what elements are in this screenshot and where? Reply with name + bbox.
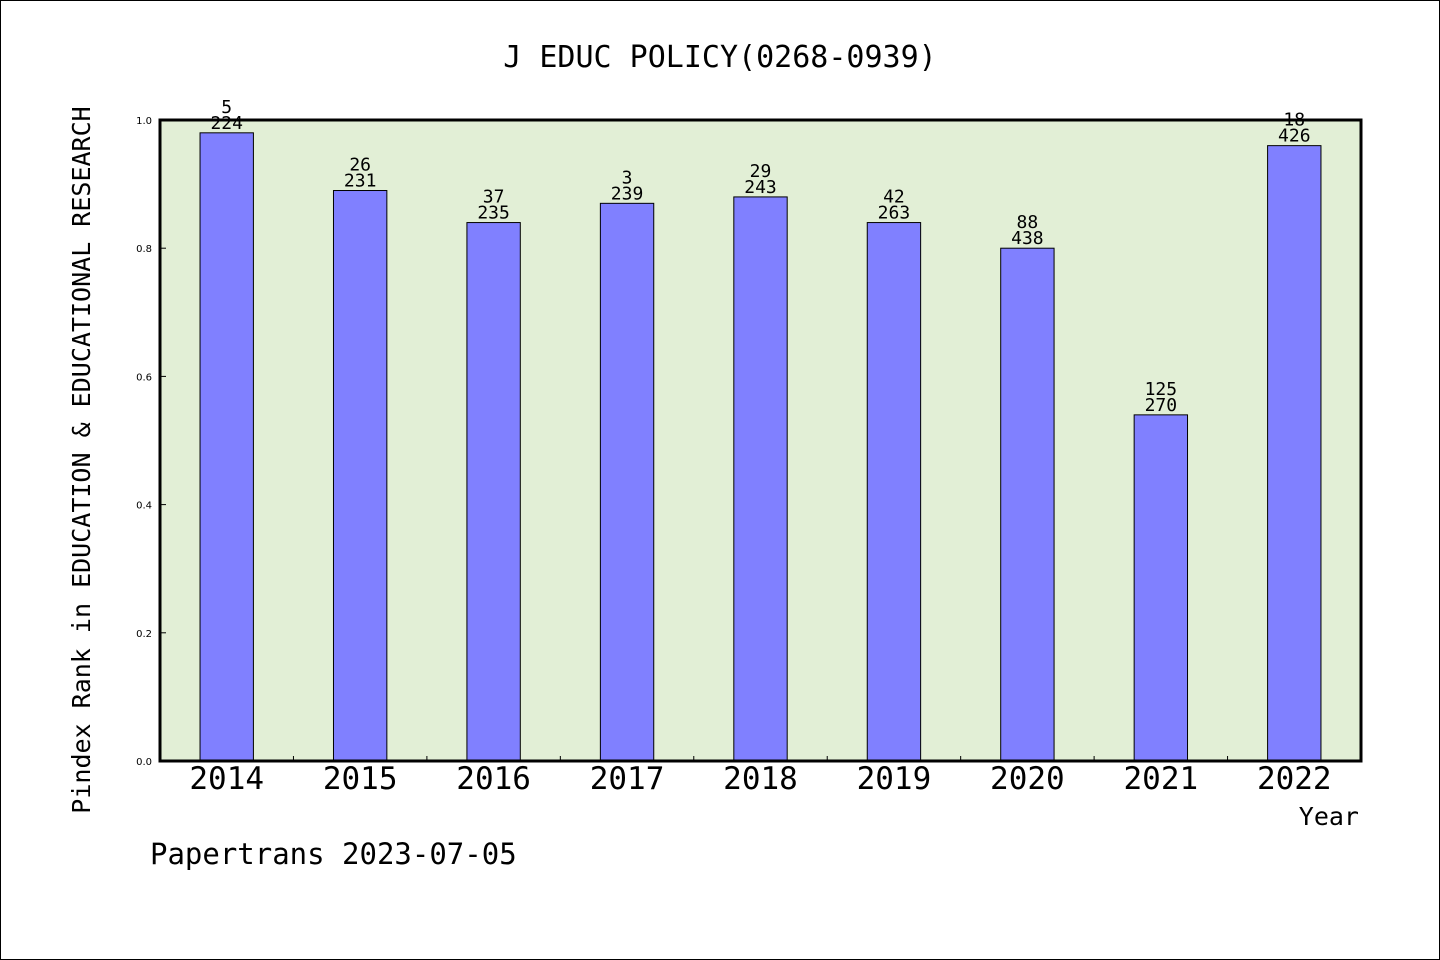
total-label-2016: 235: [477, 203, 510, 224]
y-tick-label: 0.4: [136, 501, 152, 512]
chart-title: J EDUC POLICY(0268-0939): [503, 40, 936, 75]
rank-label-2017: 3: [622, 167, 633, 188]
y-tick-label: 0.2: [136, 629, 152, 640]
x-tick-label-2022: 2022: [1257, 761, 1332, 797]
bar-2017: [599, 202, 655, 762]
x-axis: 2014 2015 2016 2017 2018 2019 2020 2021 2022: [189, 756, 1332, 797]
x-tick-label-2019: 2019: [857, 761, 932, 797]
rank-label-2014: 5: [221, 97, 232, 118]
total-label-2021: 270: [1145, 395, 1178, 416]
bar-2022: [1267, 145, 1322, 762]
x-tick-label-2021: 2021: [1124, 761, 1199, 797]
bars-layer: [199, 132, 1322, 762]
y-tick-label: 0.6: [136, 372, 152, 383]
bar-2014: [199, 132, 254, 762]
bar-2016: [466, 222, 521, 762]
x-axis-label: Year: [1299, 802, 1359, 831]
total-label-2022: 426: [1278, 126, 1311, 147]
x-tick-label-2018: 2018: [723, 761, 798, 797]
bar-2021: [1133, 414, 1189, 762]
total-label-2018: 243: [744, 177, 777, 198]
bar-2018: [733, 196, 788, 762]
rank-label-2015: 26: [349, 155, 371, 176]
plot-border: [158, 118, 1363, 763]
total-label-2015: 231: [344, 171, 377, 192]
bar-2019: [866, 222, 922, 762]
rank-label-2021: 125: [1145, 379, 1178, 400]
total-label-2014: 224: [210, 113, 243, 134]
total-label-2019: 263: [878, 203, 911, 224]
x-tick-label-2014: 2014: [189, 761, 264, 797]
y-tick-label: 0.0: [136, 757, 152, 768]
y-tick-label: 1.0: [136, 116, 152, 127]
y-tick-label: 0.8: [136, 244, 152, 255]
total-label-2020: 438: [1011, 228, 1044, 249]
bar-2015: [332, 190, 388, 762]
x-tick-label-2015: 2015: [323, 761, 398, 797]
rank-label-2016: 37: [483, 187, 505, 208]
x-tick-label-2016: 2016: [456, 761, 531, 797]
x-tick-label-2020: 2020: [990, 761, 1065, 797]
rank-label-2019: 42: [883, 187, 905, 208]
total-label-2017: 239: [611, 183, 644, 204]
rank-label-2018: 29: [750, 161, 772, 182]
bar-2020: [1000, 247, 1055, 762]
y-axis-label: Pindex Rank in EDUCATION & EDUCATIONAL R…: [67, 106, 96, 813]
footer-credit: Papertrans 2023-07-05: [150, 837, 517, 871]
x-tick-label-2017: 2017: [590, 761, 665, 797]
rank-label-2020: 88: [1017, 212, 1039, 233]
